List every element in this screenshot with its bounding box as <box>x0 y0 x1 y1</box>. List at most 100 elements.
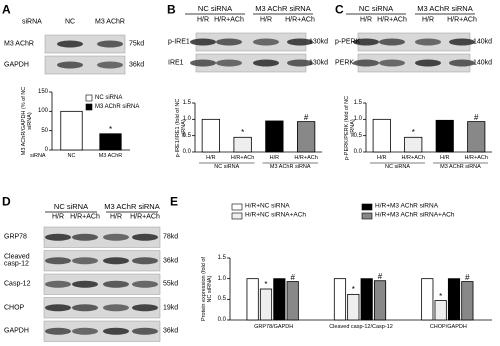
bar <box>60 110 83 151</box>
lane-label: H/R <box>259 16 273 24</box>
blot-row-label: p-IRE1 <box>168 38 190 46</box>
blot-band <box>45 280 71 288</box>
y-tick-label: 1.0 <box>217 275 226 282</box>
y-tick-label: 1.5 <box>217 254 226 261</box>
blot-strip <box>43 320 161 342</box>
blot-strip <box>43 297 161 319</box>
blot-strip <box>43 273 161 295</box>
bar <box>373 280 387 321</box>
blot-band <box>103 233 129 241</box>
blot-band <box>45 233 71 241</box>
blot-band <box>72 327 98 335</box>
blot-size-label: 140kd <box>473 59 493 67</box>
y-tick-label: 0.5 <box>182 132 191 139</box>
legend-label: NC siRNA <box>95 94 123 101</box>
group-label: M3 AChR siRNA <box>417 4 473 14</box>
blot-band <box>72 280 98 288</box>
x-axis-label: siRNA <box>30 153 46 160</box>
y-tick-label: 0.0 <box>217 316 226 323</box>
y-tick-label: 0.0 <box>353 148 362 155</box>
y-tick-label: 100 <box>37 108 48 115</box>
bar <box>273 278 286 321</box>
legend-label: H/R+M3 AChR siRNA+ACh <box>375 211 455 219</box>
blot-band <box>190 59 216 67</box>
lane-label: H/R+ACh <box>130 213 160 221</box>
group-label: NC siRNA <box>384 164 411 171</box>
blot-size-label: 130kd <box>309 38 329 46</box>
x-tick-label: H/R+ACh <box>294 155 318 162</box>
blot-band <box>415 38 441 46</box>
blot-band <box>216 38 242 46</box>
legend-swatch <box>85 103 93 111</box>
blot-row-label: GRP78 <box>4 233 27 241</box>
bar <box>246 278 259 321</box>
bar <box>421 278 434 321</box>
blot-strip <box>44 55 126 75</box>
blot-band <box>103 257 129 265</box>
x-tick-label: H/R+ACh <box>230 155 255 162</box>
x-tick-label: NC <box>67 153 76 160</box>
blot-band <box>72 257 98 265</box>
blot-size-label: 36kd <box>129 61 145 69</box>
blot-band <box>57 40 83 48</box>
group-label: M3 AChR siRNA <box>255 4 311 14</box>
group-label: NC siRNA <box>197 4 233 14</box>
blot-size-label: 140kd <box>473 38 493 46</box>
y-axis-label: M3 AChR/GAPDH (% of NC siRNA) <box>21 86 33 156</box>
lane-label: H/R <box>359 16 373 24</box>
panel-letter: E <box>170 194 179 209</box>
significance-mark: # <box>474 112 479 122</box>
blot-size-label: 75kd <box>129 40 145 48</box>
lane-label: H/R <box>51 213 65 221</box>
significance-mark: * <box>241 128 245 138</box>
panel-letter: C <box>335 2 344 17</box>
blot-band <box>353 38 379 46</box>
y-axis-label: p-IRE1/IRE1 (fold of NC siRNA) <box>175 98 187 157</box>
group-label: M3 AChR siRNA <box>269 164 311 171</box>
blot-row-label: GAPDH <box>4 327 29 335</box>
x-tick-label: GRP78/GAPDH <box>254 324 294 331</box>
bar <box>265 120 284 153</box>
y-axis-label: p-PERK/PERK (fold of NC siRNA) <box>344 95 356 160</box>
blot-band <box>97 40 123 48</box>
blot-row-label: GAPDH <box>4 61 29 69</box>
lane-label: H/R <box>109 213 123 221</box>
panel-letter: B <box>167 2 176 17</box>
panel-letter: A <box>2 2 11 17</box>
blot-size-label: 36kd <box>163 327 179 335</box>
significance-mark: # <box>303 112 309 122</box>
legend-swatch <box>361 203 373 211</box>
blot-band <box>379 38 405 46</box>
y-tick-label: 0.0 <box>182 148 191 155</box>
y-tick-label: 150 <box>37 88 48 95</box>
x-tick-label: H/R <box>440 155 450 162</box>
lane-header-label: siRNA <box>22 18 42 26</box>
blot-row-label: M3 AChR <box>4 40 34 48</box>
legend-swatch <box>231 203 243 211</box>
blot-row-label: IRE1 <box>168 59 184 67</box>
blot-band <box>97 61 123 69</box>
blot-band <box>253 38 279 46</box>
group-label: NC siRNA <box>53 202 89 212</box>
legend-label: H/R+NC siRNA+ACh <box>245 211 307 219</box>
blot-band <box>132 304 158 312</box>
group-label: M3 AChR siRNA <box>440 164 481 171</box>
blot-strip <box>44 34 126 54</box>
blot-strip <box>43 226 161 248</box>
blot-band <box>45 304 71 312</box>
significance-mark: # <box>377 271 383 281</box>
group-label: NC siRNA <box>358 4 394 14</box>
bar <box>347 293 360 321</box>
bar <box>434 300 447 321</box>
bar <box>201 118 221 153</box>
lane-label: H/R <box>196 16 210 24</box>
x-tick-label: CHOP/GAPDH <box>429 324 467 331</box>
blot-band <box>287 59 313 67</box>
blot-band <box>45 327 71 335</box>
blot-band <box>72 304 98 312</box>
blot-row-label: Cleaved casp-12 <box>4 253 30 268</box>
blot-row-label: Casp-12 <box>4 280 31 288</box>
bar <box>233 136 252 153</box>
x-tick-label: H/R <box>269 155 280 162</box>
